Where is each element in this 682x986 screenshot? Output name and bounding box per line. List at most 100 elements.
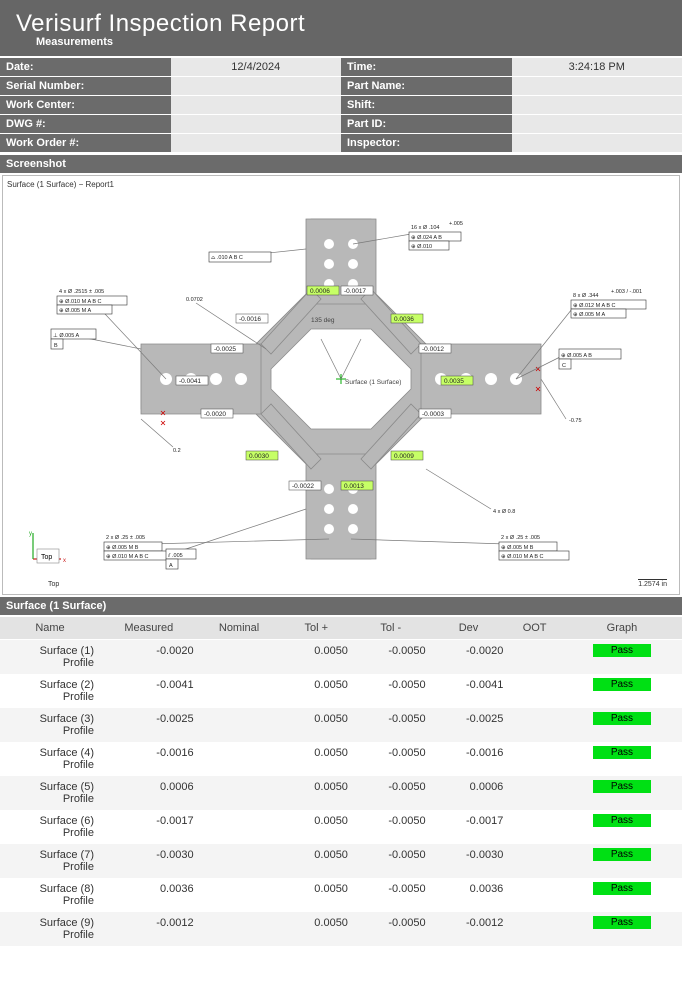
table-cell: 0.0050	[281, 844, 352, 878]
table-row: Surface (3)Profile-0.00250.0050-0.0050-0…	[0, 708, 682, 742]
axis-triad: x y Top	[23, 529, 67, 576]
table-row: Surface (8)Profile0.00360.0050-0.00500.0…	[0, 878, 682, 912]
table-header: Measured	[100, 617, 198, 640]
table-cell	[507, 708, 562, 742]
screenshot-panel: Surface (1 Surface) − Report1	[2, 175, 680, 595]
table-cell: -0.0050	[352, 844, 430, 878]
table-cell	[198, 810, 281, 844]
table-cell: -0.0025	[100, 708, 198, 742]
table-cell: Surface (4)Profile	[0, 742, 100, 776]
datum-a: A	[169, 563, 173, 569]
table-cell: -0.0041	[100, 674, 198, 708]
surface-section-bar: Surface (1 Surface)	[0, 597, 682, 615]
table-cell: Surface (8)Profile	[0, 878, 100, 912]
gd-top-flat: ⌓ .010 A B C	[211, 255, 243, 261]
surface-table: NameMeasuredNominalTol +Tol -DevOOTGraph…	[0, 617, 682, 946]
table-cell: 0.0050	[281, 810, 352, 844]
pass-badge: Pass	[593, 712, 651, 725]
table-cell: 0.0006	[430, 776, 508, 810]
meta-label: Part Name:	[341, 77, 512, 96]
scale-label: 1.2574 in	[638, 579, 667, 588]
table-cell: 0.0050	[281, 912, 352, 946]
table-cell: -0.0017	[100, 810, 198, 844]
table-row: Surface (4)Profile-0.00160.0050-0.0050-0…	[0, 742, 682, 776]
pass-badge: Pass	[593, 848, 651, 861]
meta-label: Work Order #:	[0, 134, 171, 153]
meta-label: Time:	[341, 58, 512, 77]
gd-bot-par: ⫽ .005	[167, 552, 183, 559]
table-cell: Pass	[562, 708, 682, 742]
report-header: Verisurf Inspection Report Measurements	[0, 0, 682, 56]
table-cell	[507, 742, 562, 776]
table-row: Surface (7)Profile-0.00300.0050-0.0050-0…	[0, 844, 682, 878]
meta-value	[512, 96, 682, 115]
table-cell: -0.0016	[100, 742, 198, 776]
svg-text:y: y	[29, 531, 32, 537]
table-cell	[507, 878, 562, 912]
svg-text:Top: Top	[41, 554, 52, 561]
table-cell	[507, 776, 562, 810]
table-header: Graph	[562, 617, 682, 640]
side-val: -0.75	[569, 418, 582, 424]
svg-text:-0.0041: -0.0041	[179, 378, 201, 385]
table-header: Dev	[430, 617, 508, 640]
table-cell	[198, 776, 281, 810]
gd-1: ⊕ Ø.010 M A B C	[59, 299, 102, 305]
table-cell: -0.0050	[352, 674, 430, 708]
table-cell: Pass	[562, 776, 682, 810]
table-row: Surface (6)Profile-0.00170.0050-0.0050-0…	[0, 810, 682, 844]
table-cell: Surface (9)Profile	[0, 912, 100, 946]
table-cell: -0.0017	[430, 810, 508, 844]
table-cell: Pass	[562, 640, 682, 675]
table-cell: -0.0030	[430, 844, 508, 878]
screenshot-section-bar: Screenshot	[0, 155, 682, 173]
gd-2: ⊕ Ø.005 M A	[59, 308, 91, 314]
datum-c: C	[562, 363, 566, 369]
table-row: Surface (9)Profile-0.00120.0050-0.0050-0…	[0, 912, 682, 946]
svg-text:x: x	[63, 558, 66, 564]
table-cell: Surface (7)Profile	[0, 844, 100, 878]
table-cell: 0.0036	[430, 878, 508, 912]
meta-value	[171, 77, 342, 96]
table-cell: -0.0050	[352, 878, 430, 912]
table-cell: Surface (1)Profile	[0, 640, 100, 675]
angle-label: 135 deg	[311, 317, 335, 324]
meta-value: 12/4/2024	[171, 58, 342, 77]
callout-top-tol: +.005	[449, 221, 463, 227]
svg-text:0.0009: 0.0009	[394, 453, 414, 460]
table-cell: Pass	[562, 810, 682, 844]
svg-text:-0.0003: -0.0003	[422, 411, 444, 418]
table-cell: -0.0012	[100, 912, 198, 946]
table-row: Surface (2)Profile-0.00410.0050-0.0050-0…	[0, 674, 682, 708]
table-header: Name	[0, 617, 100, 640]
table-cell: -0.0050	[352, 776, 430, 810]
table-cell	[507, 810, 562, 844]
table-cell: -0.0050	[352, 742, 430, 776]
table-cell: 0.0050	[281, 674, 352, 708]
report-title: Verisurf Inspection Report	[16, 10, 666, 38]
part-drawing: 135 deg Surface (1 Surface) ⌓ .010 A B C…	[7, 189, 675, 579]
callout-chamfer: 4 x Ø 0.8	[493, 509, 515, 515]
table-cell: Surface (6)Profile	[0, 810, 100, 844]
table-cell	[198, 742, 281, 776]
svg-text:0.0013: 0.0013	[344, 483, 364, 490]
table-cell: Pass	[562, 844, 682, 878]
table-row: Surface (5)Profile0.00060.0050-0.00500.0…	[0, 776, 682, 810]
table-cell	[198, 708, 281, 742]
table-cell: Surface (2)Profile	[0, 674, 100, 708]
svg-text:-0.0016: -0.0016	[239, 316, 261, 323]
center-label: Surface (1 Surface)	[345, 379, 401, 386]
svg-text:0.0036: 0.0036	[394, 316, 414, 323]
gd-6: ⊕ Ø.005 M A	[573, 312, 605, 318]
datum-b: B	[54, 343, 58, 349]
meta-label: Part ID:	[341, 115, 512, 134]
svg-text:-0.0012: -0.0012	[422, 346, 444, 353]
table-header: Tol +	[281, 617, 352, 640]
table-cell	[198, 878, 281, 912]
table-cell	[507, 674, 562, 708]
gd-4: ⊕ Ø.010	[411, 244, 432, 250]
callout-right-tol: +.003 / -.001	[611, 289, 642, 295]
table-cell: -0.0041	[430, 674, 508, 708]
table-cell: -0.0025	[430, 708, 508, 742]
table-header: OOT	[507, 617, 562, 640]
